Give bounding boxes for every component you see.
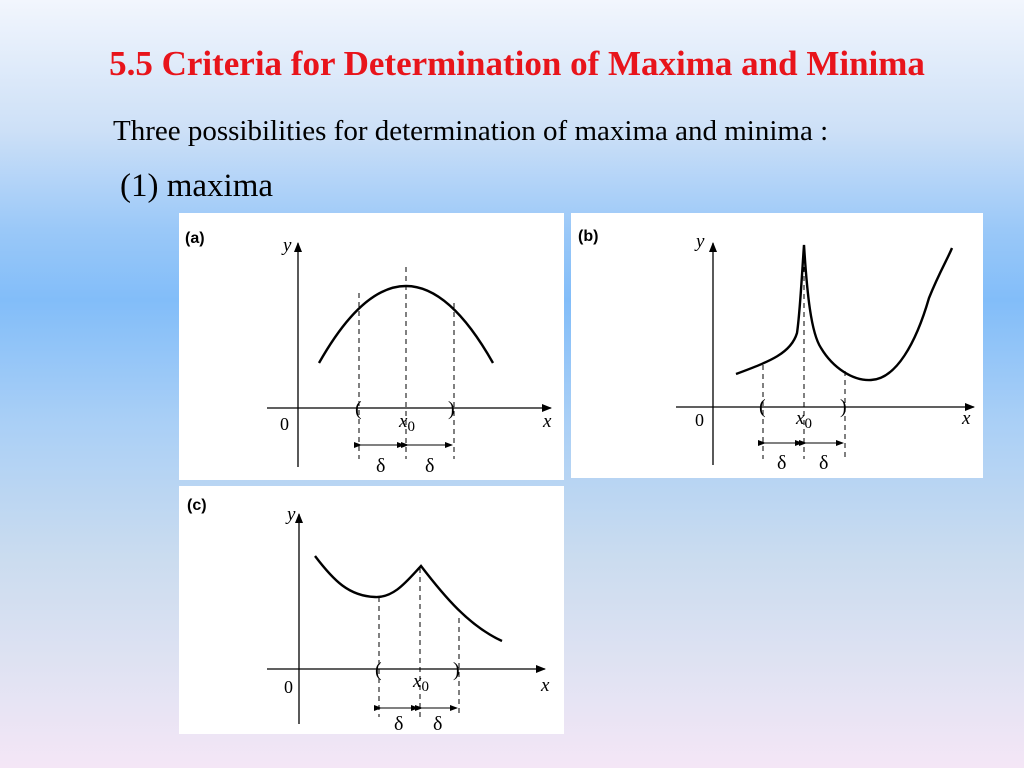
point-label: x0	[795, 408, 812, 432]
y-axis-label: y	[694, 231, 705, 252]
delta-right-label: δ	[433, 713, 442, 734]
interval-right-paren: )	[448, 398, 455, 420]
interval-right-paren: )	[840, 396, 847, 418]
origin-label: 0	[284, 677, 293, 697]
delta-right-label: δ	[425, 455, 434, 477]
graph-c: y x 0 ( ) x0 δ δ	[267, 504, 550, 734]
interval-left-paren: (	[355, 398, 362, 420]
curve	[314, 555, 503, 643]
x-axis-label: x	[542, 411, 552, 432]
delta-left-label: δ	[777, 452, 786, 474]
figure-panel-c: (c) y x 0 ( ) x0 δ δ	[179, 486, 564, 734]
delta-left-label: δ	[376, 455, 385, 477]
figure-panel-a: (a) y x 0 ( ) x0 δ δ	[179, 213, 564, 480]
delta-left-label: δ	[394, 713, 403, 734]
delta-right-label: δ	[819, 452, 828, 474]
origin-label: 0	[695, 410, 704, 430]
slide-subtitle: Three possibilities for determination of…	[113, 115, 829, 147]
interval-right-paren: )	[453, 659, 460, 681]
slide-title: 5.5 Criteria for Determination of Maxima…	[109, 44, 925, 83]
point-label: x0	[398, 411, 415, 435]
interval-left-paren: (	[759, 396, 766, 418]
x-axis-label: x	[540, 675, 550, 696]
curve	[735, 244, 954, 382]
interval-left-paren: (	[375, 659, 382, 681]
x-axis-label: x	[961, 408, 971, 429]
panel-label: (b)	[578, 228, 599, 245]
case-label: (1) maxima	[120, 168, 274, 204]
graph-b: y x 0 ( ) x0 δ δ	[676, 231, 975, 474]
origin-label: 0	[280, 414, 289, 434]
panel-label: (c)	[187, 497, 207, 514]
point-label: x0	[412, 671, 429, 695]
y-axis-label: y	[285, 504, 296, 525]
panel-label: (a)	[185, 230, 205, 247]
y-axis-label: y	[281, 235, 292, 256]
graph-a: y x 0 ( ) x0 δ δ	[267, 235, 552, 477]
figure-panel-b: (b) y x 0 ( ) x0 δ δ	[571, 213, 983, 478]
